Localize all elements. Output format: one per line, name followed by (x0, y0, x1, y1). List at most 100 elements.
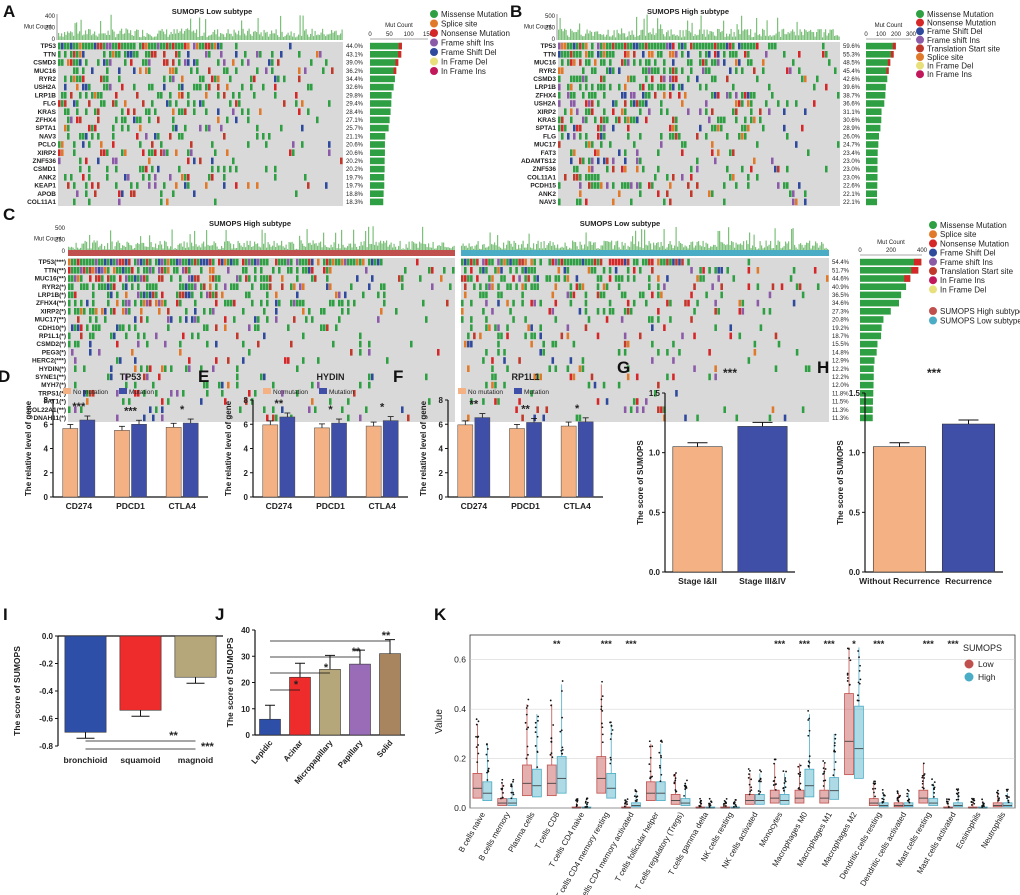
mutation-cell (151, 149, 154, 156)
mut-count-bar (285, 244, 287, 252)
mutation-cell (181, 75, 184, 83)
mutation-cell (536, 283, 539, 290)
mutation-cell (182, 283, 185, 290)
mutation-cell (236, 381, 239, 389)
mut-count-bar (366, 247, 368, 252)
significance-label: *** (723, 366, 737, 380)
mutation-cell (103, 75, 106, 83)
mut-count-bar (354, 243, 356, 252)
gene-mutation-percent: 23.0% (843, 167, 861, 173)
mut-count-bar (568, 37, 570, 40)
mutation-cell (627, 51, 630, 58)
outlier-point (674, 789, 677, 791)
gene-mutation-percent: 14.8% (832, 350, 850, 356)
mutation-cell (74, 299, 77, 307)
mutation-cell (325, 182, 328, 189)
mutation-cell (323, 324, 326, 331)
mutation-cell (726, 92, 729, 99)
legend-label: Translation Start site (927, 44, 1001, 53)
mutation-cell (681, 174, 684, 181)
mut-count-bar (647, 245, 649, 252)
mutation-cell (155, 283, 158, 290)
mutation-cell (79, 42, 82, 50)
mutation-cell (323, 258, 326, 266)
mutation-cell (627, 133, 630, 140)
mutation-cell (80, 267, 83, 274)
mutation-cell (705, 67, 708, 74)
mutation-cell (106, 83, 109, 91)
mutation-cell (660, 258, 663, 266)
significance-label: *** (824, 639, 835, 650)
mutation-cell (663, 59, 666, 66)
mutation-cell (570, 59, 573, 66)
mutation-cell (170, 316, 173, 323)
gene-label: RYR2(*) (42, 284, 66, 291)
gene-label: HERC2(***) (32, 358, 66, 365)
mut-count-bar (736, 24, 738, 40)
mutation-cell (639, 59, 642, 66)
mutation-cell (115, 116, 118, 124)
mut-count-bar (779, 241, 781, 252)
outlier-point (784, 786, 787, 789)
mutation-cell (302, 332, 305, 340)
mutation-cell (83, 267, 86, 274)
mutation-cell (612, 198, 615, 206)
mutation-cell (100, 149, 103, 156)
mut-count-bar (617, 240, 619, 252)
mutation-cell (205, 124, 208, 132)
mutation-cell (220, 124, 223, 132)
mutation-cell (290, 283, 293, 290)
legend-label: In Frame Del (441, 58, 487, 67)
mutation-cell (281, 258, 284, 266)
significance-label: *** (625, 639, 636, 650)
mut-count-bar (159, 241, 161, 252)
mutation-cell (182, 258, 185, 266)
mutation-cell (651, 340, 654, 348)
mut-count-bar (151, 36, 153, 40)
mutation-cell (602, 267, 606, 274)
mutation-cell (311, 398, 314, 405)
mut-count-bar (130, 30, 132, 40)
mutation-cell (100, 100, 103, 107)
mutation-cell (58, 100, 61, 107)
mut-count-bar (507, 240, 509, 252)
mutation-cell (594, 59, 597, 66)
mutation-cell (600, 83, 603, 91)
mut-count-bar (96, 240, 98, 252)
gene-mutation-percent: 36.2% (346, 69, 364, 75)
mutation-cell (687, 59, 690, 66)
mutation-cell (762, 308, 766, 315)
mutation-cell (609, 59, 612, 66)
mutation-cell (133, 51, 136, 58)
mut-count-bar (783, 245, 785, 252)
gene-label: RYR2 (539, 68, 556, 75)
mutation-cell (693, 283, 696, 290)
outlier-point (536, 750, 539, 753)
mut-count-bar (224, 36, 226, 40)
mut-count-bar (236, 34, 238, 40)
gene-label: ZFHX4(**) (36, 300, 66, 307)
mutation-cell (681, 51, 684, 58)
mut-count-bar (699, 245, 701, 252)
y-tick-label: 4 (244, 445, 249, 454)
mut-count-bar (813, 32, 815, 40)
mut-count-bar (527, 243, 529, 252)
mutation-cell (68, 283, 71, 290)
mut-count-bar (623, 245, 625, 252)
mutation-cell (774, 165, 777, 173)
mut-count-bar (280, 15, 282, 40)
y-axis-title: The relative level of gene (224, 400, 233, 496)
x-tick-label: Neutrophils (979, 811, 1007, 851)
mutation-cell (85, 83, 88, 91)
mut-count-bar (781, 29, 783, 40)
mutation-cell (600, 133, 603, 140)
mut-count-bar (97, 36, 99, 40)
bar (379, 653, 401, 736)
mut-count-bar (816, 243, 818, 252)
mutation-cell (143, 373, 146, 381)
mutation-cell (741, 124, 744, 132)
mut-count-bar (323, 232, 325, 252)
mut-count-bar (146, 246, 148, 252)
mutation-cell (89, 332, 92, 340)
mutation-cell (696, 75, 699, 83)
